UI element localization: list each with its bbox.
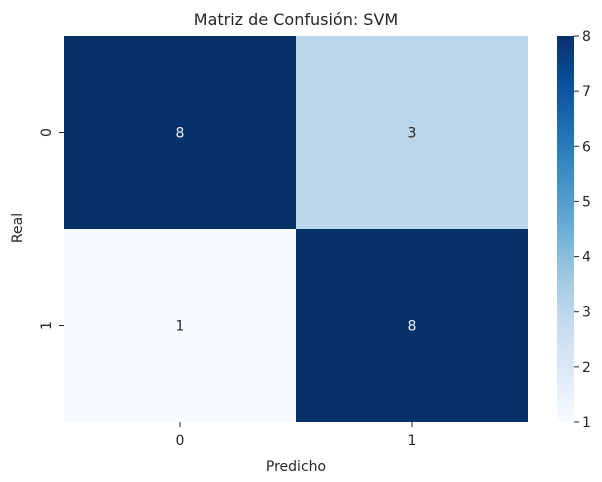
y-tick-label-1: 1 — [39, 321, 55, 330]
heatmap-cell-labels: 8 3 1 8 — [176, 126, 417, 335]
colorbar — [557, 36, 574, 422]
colorbar-tick-label-4: 5 — [582, 194, 591, 210]
cell-value-r1-c1: 8 — [408, 319, 417, 335]
heatmap-cell-r1-c0 — [64, 229, 296, 422]
cell-value-r0-c1: 3 — [408, 126, 417, 142]
colorbar-tick-label-6: 7 — [582, 84, 591, 100]
cell-value-r0-c0: 8 — [176, 126, 185, 142]
colorbar-tick-label-0: 1 — [582, 415, 591, 431]
colorbar-ticks: 1 2 3 4 5 6 7 8 — [574, 29, 591, 431]
y-axis-label: Real — [10, 213, 26, 243]
x-axis-label: Predicho — [266, 459, 326, 475]
x-tick-label-0: 0 — [176, 433, 185, 449]
y-axis-ticks: 01 — [39, 128, 64, 330]
colorbar-tick-label-5: 6 — [582, 139, 591, 155]
colorbar-tick-label-2: 3 — [582, 305, 591, 321]
heatmap-cells — [64, 36, 528, 422]
colorbar-tick-label-3: 4 — [582, 250, 591, 266]
cell-value-r1-c0: 1 — [176, 319, 185, 335]
heatmap-cell-r0-c0 — [64, 36, 296, 229]
colorbar-tick-label-1: 2 — [582, 360, 591, 376]
heatmap-cell-r0-c1 — [296, 36, 528, 229]
y-tick-label-0: 0 — [39, 128, 55, 137]
x-tick-label-1: 1 — [408, 433, 417, 449]
colorbar-tick-label-7: 8 — [582, 29, 591, 45]
heatmap-cell-r1-c1 — [296, 229, 528, 422]
chart-title: Matriz de Confusión: SVM — [194, 10, 398, 29]
